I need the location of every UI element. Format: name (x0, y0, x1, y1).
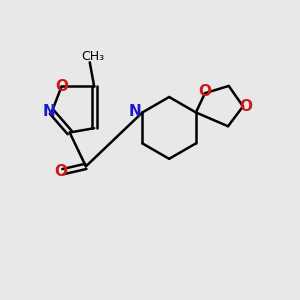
Text: CH₃: CH₃ (82, 50, 105, 64)
Text: O: O (239, 99, 252, 114)
Text: O: O (55, 79, 68, 94)
Text: N: N (42, 104, 55, 119)
Text: N: N (128, 104, 141, 119)
Text: O: O (54, 164, 67, 179)
Text: O: O (198, 84, 211, 99)
